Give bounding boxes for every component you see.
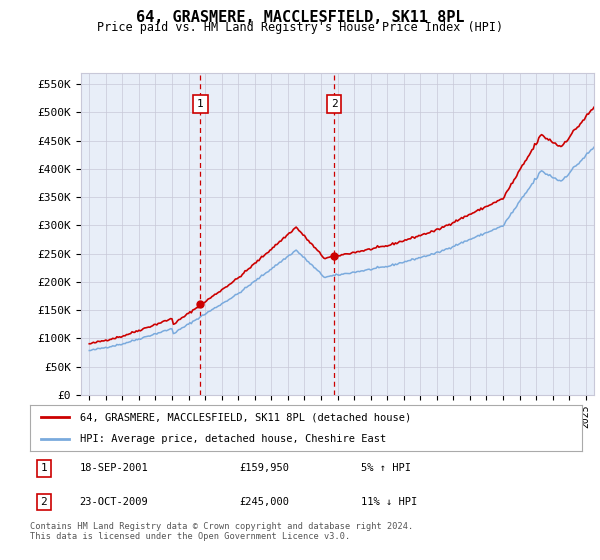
Text: HPI: Average price, detached house, Cheshire East: HPI: Average price, detached house, Ches… xyxy=(80,435,386,444)
Text: 1: 1 xyxy=(40,464,47,473)
Text: 64, GRASMERE, MACCLESFIELD, SK11 8PL: 64, GRASMERE, MACCLESFIELD, SK11 8PL xyxy=(136,10,464,25)
Text: 2: 2 xyxy=(331,99,338,109)
Text: £159,950: £159,950 xyxy=(240,464,290,473)
Text: 11% ↓ HPI: 11% ↓ HPI xyxy=(361,497,418,507)
Text: Contains HM Land Registry data © Crown copyright and database right 2024.
This d: Contains HM Land Registry data © Crown c… xyxy=(30,522,413,542)
Text: 64, GRASMERE, MACCLESFIELD, SK11 8PL (detached house): 64, GRASMERE, MACCLESFIELD, SK11 8PL (de… xyxy=(80,412,411,422)
Text: 1: 1 xyxy=(197,99,204,109)
Text: 5% ↑ HPI: 5% ↑ HPI xyxy=(361,464,411,473)
Text: 18-SEP-2001: 18-SEP-2001 xyxy=(80,464,148,473)
Text: Price paid vs. HM Land Registry's House Price Index (HPI): Price paid vs. HM Land Registry's House … xyxy=(97,21,503,34)
Text: 2: 2 xyxy=(40,497,47,507)
Text: 23-OCT-2009: 23-OCT-2009 xyxy=(80,497,148,507)
Text: £245,000: £245,000 xyxy=(240,497,290,507)
